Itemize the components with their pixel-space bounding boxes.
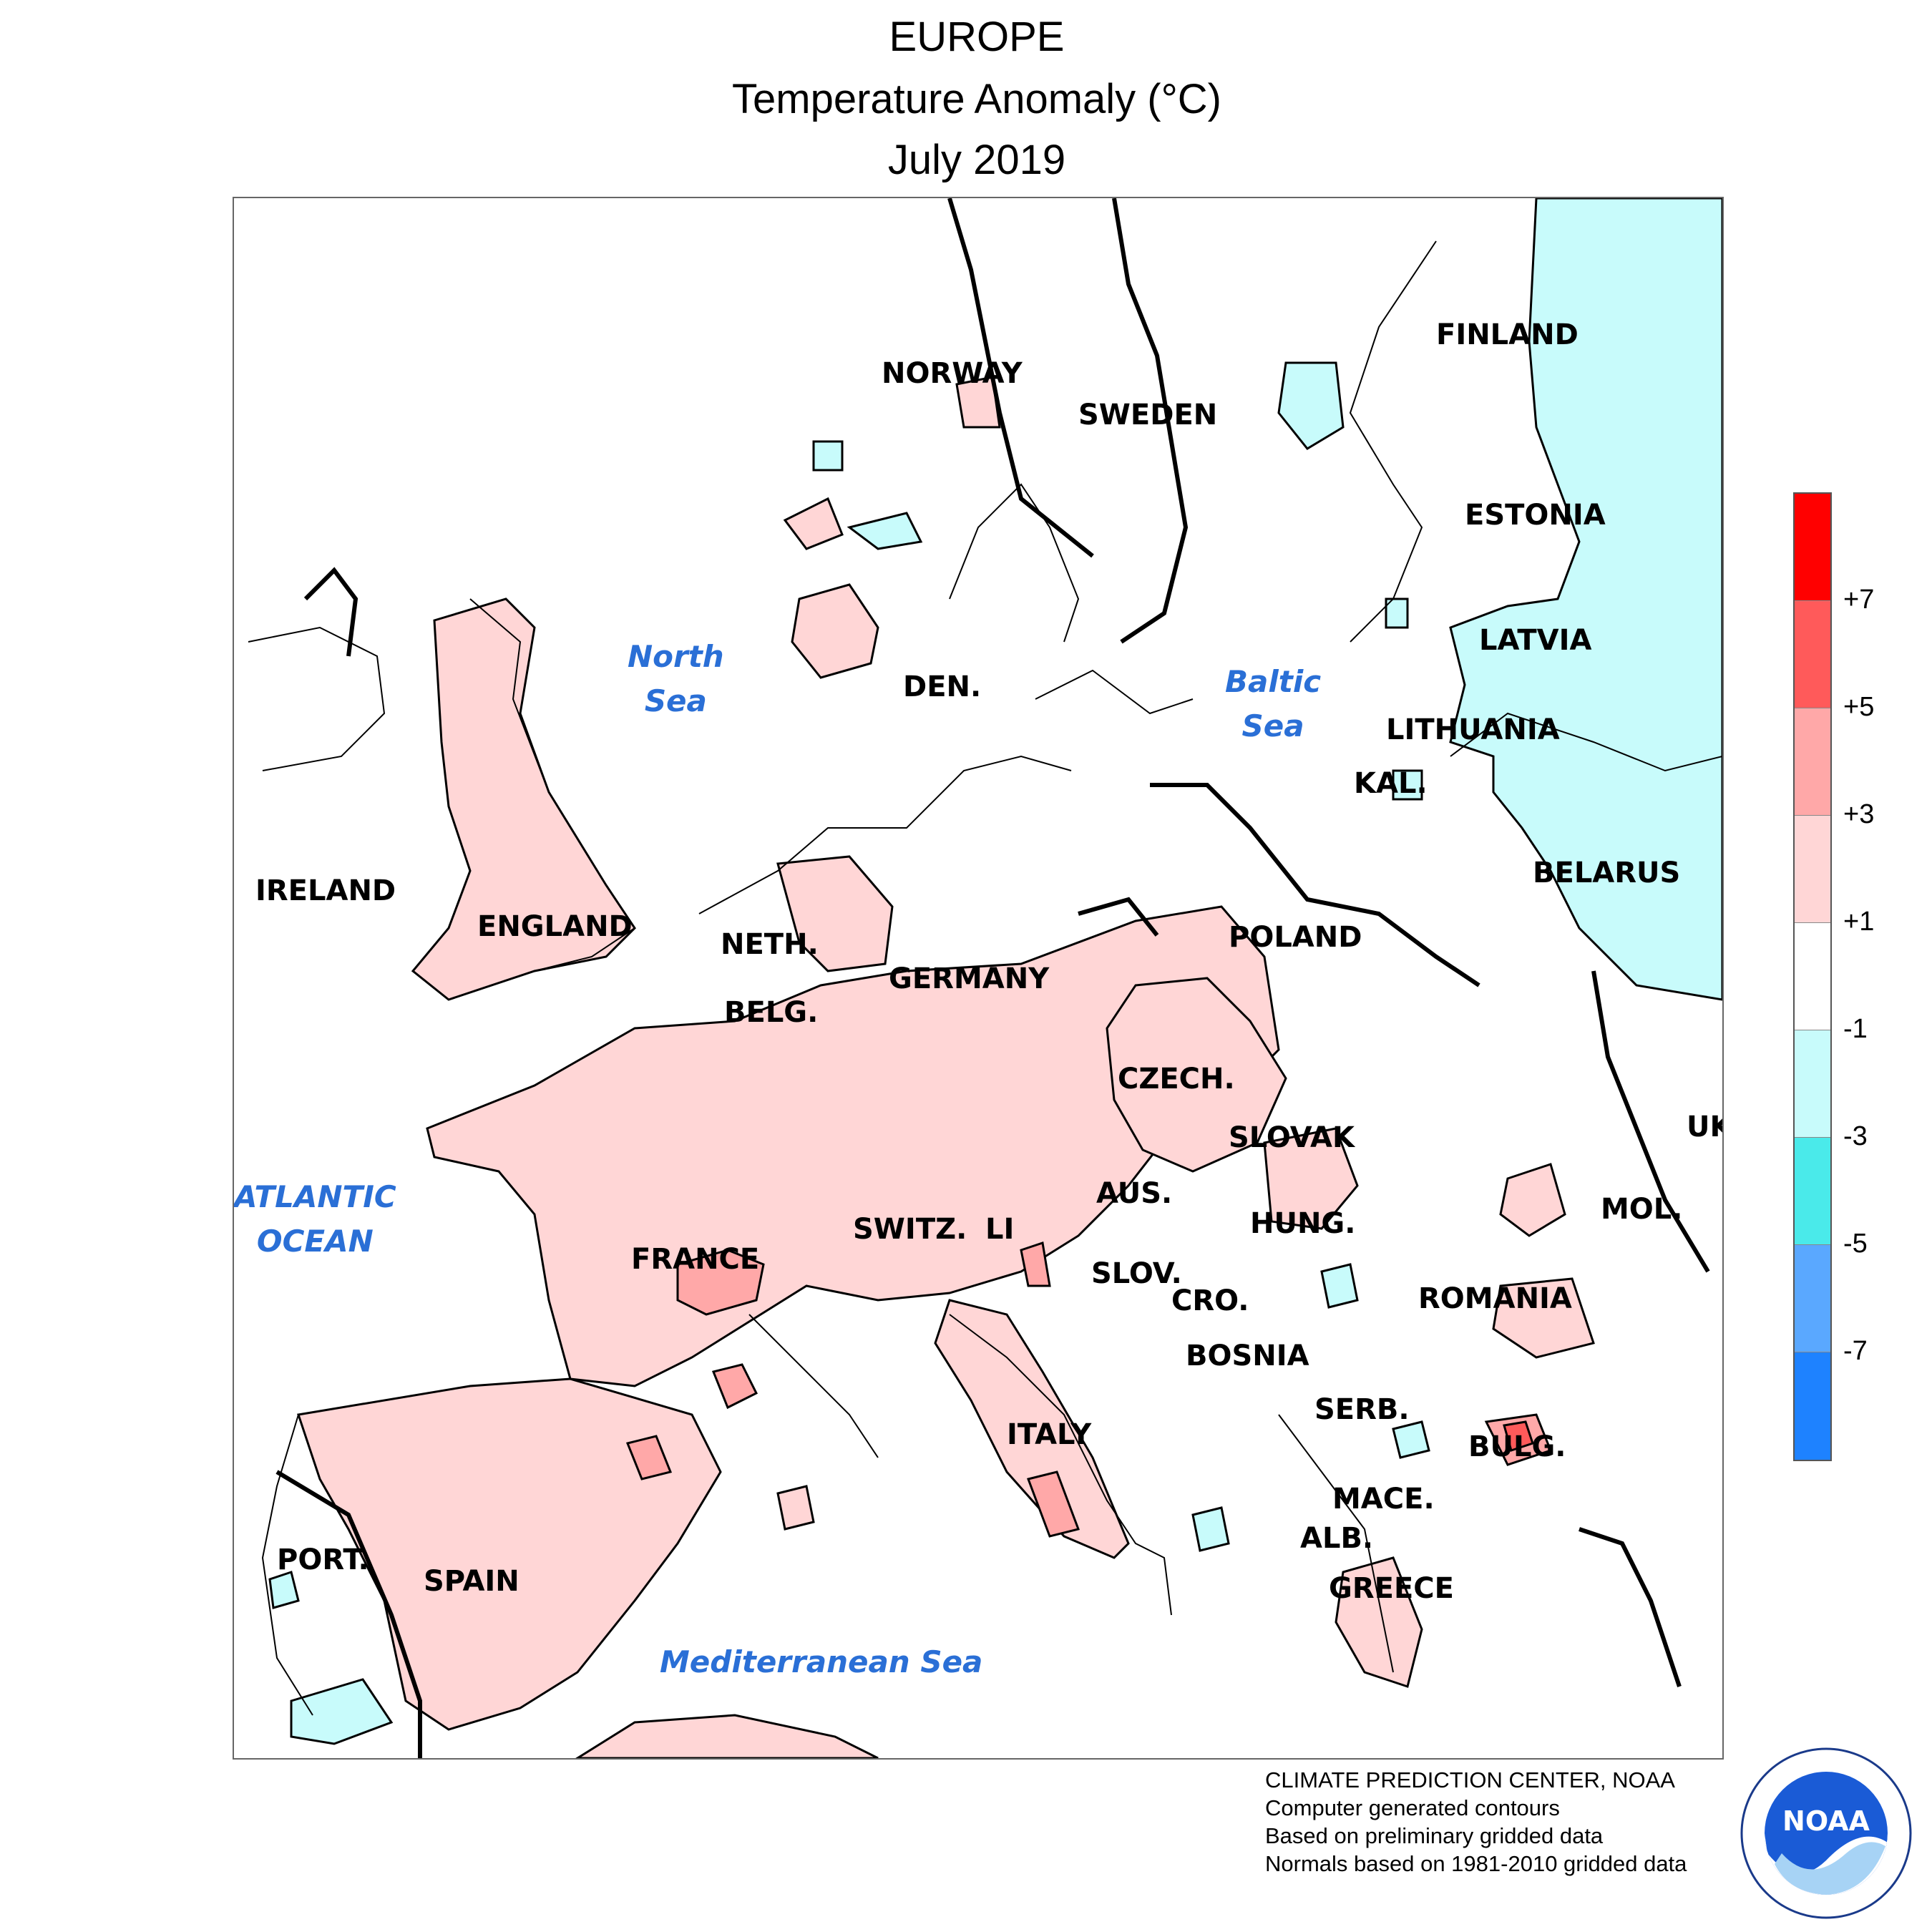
legend-tick-0: +7 <box>1843 585 1875 615</box>
label-north-sea: North Sea <box>628 639 724 718</box>
label-austria: AUS. <box>1096 1177 1173 1210</box>
map-subtitle: Temperature Anomaly (°C) <box>732 76 1221 122</box>
label-ireland: IRELAND <box>255 874 396 907</box>
label-slovakia: SLOVAK <box>1229 1121 1355 1154</box>
label-czech: CZECH. <box>1118 1063 1235 1096</box>
very-hot-anomaly-regions <box>1503 1420 1534 1452</box>
label-latvia: LATVIA <box>1479 624 1592 657</box>
legend-swatch-7 <box>1795 1245 1830 1352</box>
label-ukraine: UK <box>1687 1111 1722 1143</box>
label-baltic-sea: Baltic Sea <box>1225 664 1322 743</box>
coastlines <box>248 240 1722 1716</box>
legend-tick-5: -3 <box>1843 1121 1868 1151</box>
credit-line-4: Normals based on 1981-2010 gridded data <box>1265 1851 1687 1876</box>
label-france: FRANCE <box>631 1243 760 1276</box>
label-lithuania: LITHUANIA <box>1386 713 1560 746</box>
label-sweden: SWEDEN <box>1078 399 1218 431</box>
legend-swatch-0 <box>1795 494 1830 601</box>
label-netherlands: NETH. <box>721 928 819 961</box>
label-poland: POLAND <box>1229 921 1362 954</box>
map-area: FINLAND NORWAY SWEDEN ESTONIA LATVIA LIT… <box>233 197 1724 1760</box>
legend-swatch-4 <box>1795 923 1830 1030</box>
label-kaliningrad: KAL. <box>1354 767 1428 800</box>
label-moldova: MOL. <box>1601 1193 1683 1226</box>
label-finland: FINLAND <box>1436 318 1579 351</box>
legend-tick-1: +5 <box>1843 692 1875 722</box>
credit-line-2: Computer generated contours <box>1265 1795 1560 1820</box>
credit-line-1: CLIMATE PREDICTION CENTER, NOAA <box>1265 1767 1675 1792</box>
anomaly-map <box>248 198 1722 1758</box>
label-hungary: HUNG. <box>1250 1207 1356 1240</box>
label-spain: SPAIN <box>424 1565 519 1598</box>
legend-tick-4: -1 <box>1843 1014 1868 1044</box>
legend-tick-6: -5 <box>1843 1229 1868 1259</box>
legend-swatch-3 <box>1795 816 1830 923</box>
label-portugal: PORT. <box>277 1543 369 1576</box>
label-bulgaria: BULG. <box>1468 1430 1566 1463</box>
legend-swatch-5 <box>1795 1030 1830 1138</box>
label-macedonia: MACE. <box>1332 1483 1435 1516</box>
label-denmark: DEN. <box>903 670 982 703</box>
legend-swatch-2 <box>1795 708 1830 816</box>
legend-tick-7: -7 <box>1843 1336 1868 1366</box>
map-title: EUROPE <box>889 14 1065 60</box>
map-date: July 2019 <box>887 137 1066 183</box>
label-bosnia: BOSNIA <box>1186 1340 1309 1372</box>
label-romania: ROMANIA <box>1418 1282 1572 1315</box>
color-legend <box>1793 492 1832 1461</box>
label-germany: GERMANY <box>889 962 1050 995</box>
cool-anomaly-regions <box>268 198 1722 1745</box>
label-mediterranean-sea: Mediterranean Sea <box>660 1644 983 1679</box>
label-liechtenstein: LI <box>985 1213 1015 1246</box>
legend-tick-3: +1 <box>1843 907 1875 937</box>
label-belgium: BELG. <box>724 996 819 1029</box>
noaa-logo-text: NOAA <box>1782 1805 1870 1837</box>
hot-anomaly-regions <box>625 1241 1552 1538</box>
zero-contours <box>275 198 1710 1758</box>
label-albania: ALB. <box>1300 1522 1374 1555</box>
legend-swatch-6 <box>1795 1138 1830 1245</box>
label-estonia: ESTONIA <box>1465 499 1606 532</box>
legend-tick-2: +3 <box>1843 799 1875 829</box>
label-norway: NORWAY <box>882 357 1023 390</box>
legend-swatch-8 <box>1795 1352 1830 1460</box>
label-atlantic-ocean: ATLANTIC OCEAN <box>234 1179 396 1259</box>
credit-line-3: Based on preliminary gridded data <box>1265 1823 1604 1848</box>
warm-anomaly-regions <box>297 376 1595 1758</box>
label-england: ENGLAND <box>477 910 633 943</box>
label-croatia: CRO. <box>1171 1284 1249 1317</box>
label-italy: ITALY <box>1007 1418 1092 1451</box>
label-greece: GREECE <box>1329 1572 1454 1605</box>
legend-swatch-1 <box>1795 601 1830 708</box>
noaa-logo-icon: NOAA <box>1740 1747 1912 1919</box>
label-switzerland: SWITZ. <box>853 1213 967 1246</box>
label-belarus: BELARUS <box>1533 857 1681 889</box>
label-serbia: SERB. <box>1314 1393 1410 1426</box>
label-slovenia: SLOV. <box>1091 1257 1182 1290</box>
